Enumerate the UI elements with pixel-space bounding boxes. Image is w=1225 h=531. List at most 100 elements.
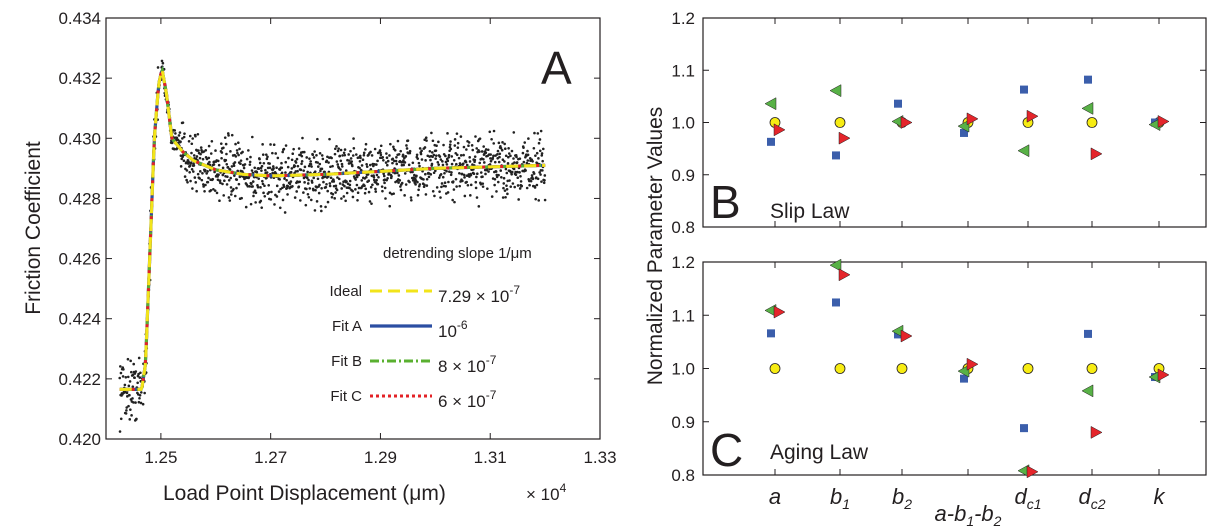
data-point [270,190,273,194]
category-label: a-b1-b2 [935,501,1002,529]
data-point [244,176,247,179]
data-point [437,163,440,166]
data-point [281,198,285,202]
data-point [530,174,534,177]
data-point [315,153,318,157]
data-point [260,169,263,172]
data-point [360,164,364,167]
data-point [497,160,501,164]
data-point [367,190,371,194]
data-point [185,169,189,172]
data-point [378,149,382,152]
data-point [206,180,210,184]
data-point [463,176,466,179]
data-point [431,139,435,143]
data-point [516,170,519,174]
data-point [469,194,472,197]
data-point [446,191,450,194]
data-point [453,138,457,141]
data-point [181,121,185,124]
data-point [373,147,377,151]
y-tick-label: 0.430 [58,129,101,148]
data-point [229,186,233,189]
data-point [459,135,463,138]
data-point [199,146,203,149]
data-point [428,149,432,153]
data-point [312,156,316,159]
data-point [207,176,210,180]
data-point [312,176,316,180]
data-point [388,154,391,157]
x-tick-label: 1.29 [364,448,397,467]
data-point [345,191,349,195]
data-point [228,199,232,202]
data-point [320,187,323,190]
data-point [543,178,546,182]
data-point [465,163,469,167]
data-point [308,157,311,160]
data-point [440,182,444,185]
legend-entry-slope: 6 × 10-7 [438,388,497,411]
data-point [318,162,322,166]
category-main: a [769,484,781,509]
aging-fit-a-marker [1084,329,1092,338]
y-tick-label: 0.426 [58,250,101,269]
data-point [533,186,537,189]
data-point [275,195,279,198]
fit-c-curve [119,65,546,391]
data-point [340,187,343,190]
slip-fit-b-marker [1017,144,1030,158]
data-point [226,175,229,178]
data-point [387,172,391,175]
x-multiplier-base: × 10 [526,485,560,504]
data-point [424,159,427,162]
data-point [257,177,260,180]
data-point [489,157,492,160]
data-point [405,144,408,147]
data-point [288,182,292,186]
data-point [393,149,397,152]
data-point [276,156,280,160]
data-point [399,185,402,188]
data-point [316,161,319,164]
data-point [233,194,237,198]
data-point [175,136,179,140]
data-point [228,168,232,171]
data-point [188,134,192,138]
data-point [444,154,447,158]
data-point [532,146,536,150]
data-point [441,163,445,167]
data-point [538,171,541,174]
category-main: d [1078,484,1091,509]
data-point [263,184,266,188]
data-point [357,173,361,177]
data-point [348,183,352,187]
data-point [200,178,204,182]
data-point [504,167,508,171]
aging-fit-a-marker [767,329,775,338]
data-point [137,356,141,360]
data-point [425,177,429,181]
data-point [362,153,366,157]
data-point [543,174,547,177]
data-point [453,200,456,204]
data-point [190,167,194,171]
data-point [468,156,472,159]
data-point [344,199,347,203]
data-point [306,182,310,185]
data-point [504,195,507,199]
data-point [363,191,367,195]
data-point [315,200,319,203]
data-point [469,173,473,177]
data-point [327,175,330,178]
fit-b-curve [119,65,546,391]
data-point [481,185,485,188]
data-point [307,178,310,182]
data-point [467,141,471,144]
data-point [429,158,432,162]
data-point [264,153,268,156]
data-point [403,172,407,175]
data-point [335,160,339,163]
ideal-curve [119,65,546,391]
